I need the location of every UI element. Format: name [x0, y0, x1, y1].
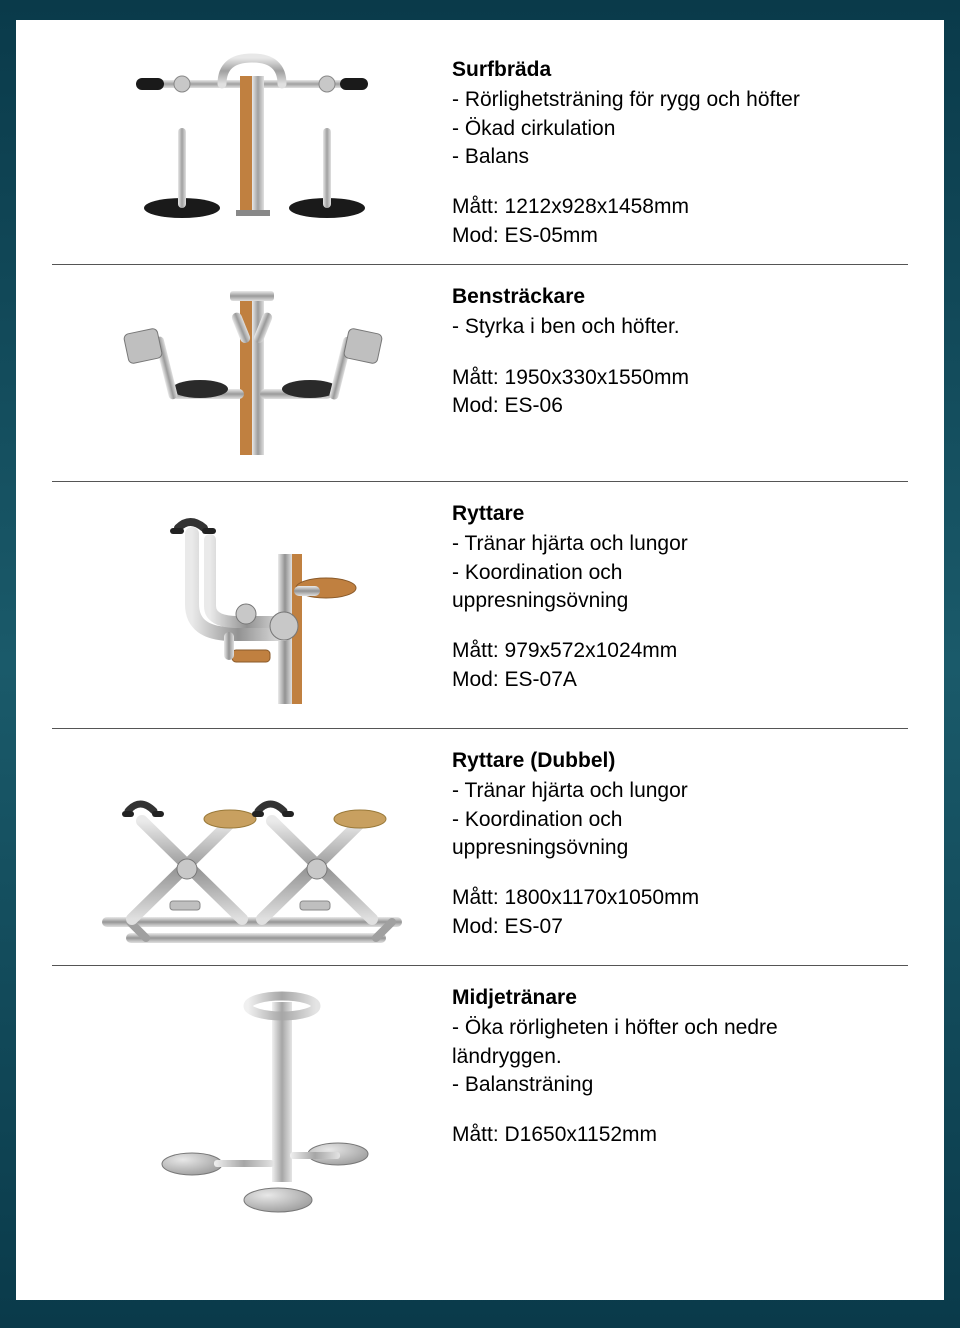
product-model: Mod: ES-05mm [452, 222, 908, 250]
feature-line: ländryggen. [452, 1043, 908, 1071]
product-model: Mod: ES-06 [452, 392, 908, 420]
product-row: Surfbräda - Rörlighetsträning för rygg o… [52, 38, 908, 265]
feature-line: - Styrka i ben och höfter. [452, 313, 908, 341]
product-title: Surfbräda [452, 56, 908, 84]
product-dims: Mått: D1650x1152mm [452, 1121, 908, 1149]
product-image-ryttare [52, 494, 452, 714]
product-features: - Rörlighetsträning för rygg och höfter … [452, 86, 908, 171]
product-row: Ryttare (Dubbel) - Tränar hjärta och lun… [52, 729, 908, 966]
product-row: Midjetränare - Öka rörligheten i höfter … [52, 966, 908, 1232]
product-image-surfbrada [52, 50, 452, 230]
product-text: Bensträckare - Styrka i ben och höfter. … [452, 277, 908, 420]
product-image-midjetranare [52, 978, 452, 1218]
product-dims: Mått: 1950x330x1550mm [452, 364, 908, 392]
product-text: Surfbräda - Rörlighetsträning för rygg o… [452, 50, 908, 250]
feature-line: - Koordination och [452, 806, 908, 834]
product-dims: Mått: 1212x928x1458mm [452, 193, 908, 221]
product-text: Ryttare - Tränar hjärta och lungor - Koo… [452, 494, 908, 694]
product-title: Ryttare [452, 500, 908, 528]
product-features: - Öka rörligheten i höfter och nedre län… [452, 1014, 908, 1099]
product-features: - Styrka i ben och höfter. [452, 313, 908, 341]
product-model: Mod: ES-07A [452, 666, 908, 694]
feature-line: - Rörlighetsträning för rygg och höfter [452, 86, 908, 114]
feature-line: - Tränar hjärta och lungor [452, 530, 908, 558]
feature-line: - Ökad cirkulation [452, 115, 908, 143]
product-row: Bensträckare - Styrka i ben och höfter. … [52, 265, 908, 482]
product-model: Mod: ES-07 [452, 913, 908, 941]
product-text: Ryttare (Dubbel) - Tränar hjärta och lun… [452, 741, 908, 941]
product-features: - Tränar hjärta och lungor - Koordinatio… [452, 530, 908, 615]
product-image-ryttare-dubbel [52, 741, 452, 951]
feature-line: - Koordination och [452, 559, 908, 587]
product-features: - Tränar hjärta och lungor - Koordinatio… [452, 777, 908, 862]
feature-line: - Öka rörligheten i höfter och nedre [452, 1014, 908, 1042]
product-row: Ryttare - Tränar hjärta och lungor - Koo… [52, 482, 908, 729]
feature-line: - Balans [452, 143, 908, 171]
product-dims: Mått: 979x572x1024mm [452, 637, 908, 665]
product-title: Bensträckare [452, 283, 908, 311]
product-title: Midjetränare [452, 984, 908, 1012]
feature-line: - Balansträning [452, 1071, 908, 1099]
feature-line: uppresningsövning [452, 587, 908, 615]
product-title: Ryttare (Dubbel) [452, 747, 908, 775]
feature-line: - Tränar hjärta och lungor [452, 777, 908, 805]
page: Surfbräda - Rörlighetsträning för rygg o… [16, 20, 944, 1300]
feature-line: uppresningsövning [452, 834, 908, 862]
product-text: Midjetränare - Öka rörligheten i höfter … [452, 978, 908, 1150]
product-image-benstrackare [52, 277, 452, 467]
product-dims: Mått: 1800x1170x1050mm [452, 884, 908, 912]
